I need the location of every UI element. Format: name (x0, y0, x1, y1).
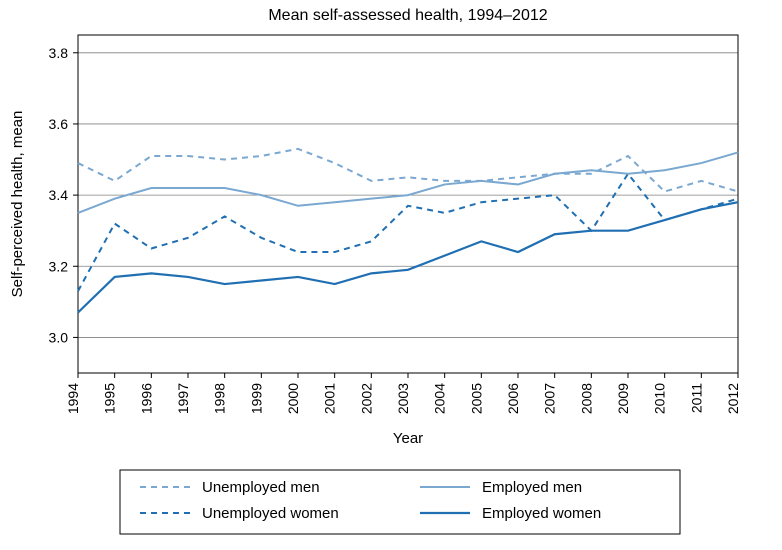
x-tick-label: 2005 (468, 383, 484, 414)
y-tick-label: 3.6 (49, 116, 69, 132)
line-chart: 3.0 3.2 3.4 3.6 3.8 1994 1995 1996 1997 1998 1999 2… (0, 0, 782, 550)
x-tick-label: 1994 (65, 383, 81, 414)
chart-title: Mean self-assessed health, 1994–2012 (268, 7, 547, 24)
x-tick-label: 2009 (615, 383, 631, 414)
y-tick-label: 3.8 (49, 45, 69, 61)
x-tick-label: 2004 (432, 383, 448, 414)
x-tick-label: 2000 (285, 383, 301, 414)
x-tick-label: 2003 (395, 383, 411, 414)
x-tick-label: 1996 (138, 383, 154, 414)
x-tick-label: 2001 (322, 383, 338, 414)
x-tick-label: 2007 (542, 383, 558, 414)
y-tick-label: 3.0 (49, 329, 69, 345)
legend-label: Employed women (482, 505, 601, 522)
legend-label: Unemployed women (202, 505, 339, 522)
x-tick-label: 2012 (725, 383, 741, 414)
x-tick-label: 2011 (688, 383, 704, 413)
x-axis-label: Year (393, 430, 423, 447)
chart-container: 3.0 3.2 3.4 3.6 3.8 1994 1995 1996 1997 1998 1999 2… (0, 0, 782, 550)
x-tick-label: 1998 (212, 383, 228, 414)
y-axis-label: Self-perceived health, mean (9, 111, 26, 298)
x-tick-label: 2008 (578, 383, 594, 414)
legend-label: Unemployed men (202, 479, 320, 496)
legend-label: Employed men (482, 479, 582, 496)
x-tick-label: 2002 (358, 383, 374, 414)
x-tick-label: 1999 (248, 383, 264, 414)
x-tick-label: 2010 (652, 383, 668, 414)
y-tick-label: 3.2 (49, 258, 69, 274)
x-tick-label: 1995 (102, 383, 118, 414)
x-tick-label: 1997 (175, 383, 191, 414)
x-tick-label: 2006 (505, 383, 521, 414)
y-tick-label: 3.4 (49, 187, 69, 203)
